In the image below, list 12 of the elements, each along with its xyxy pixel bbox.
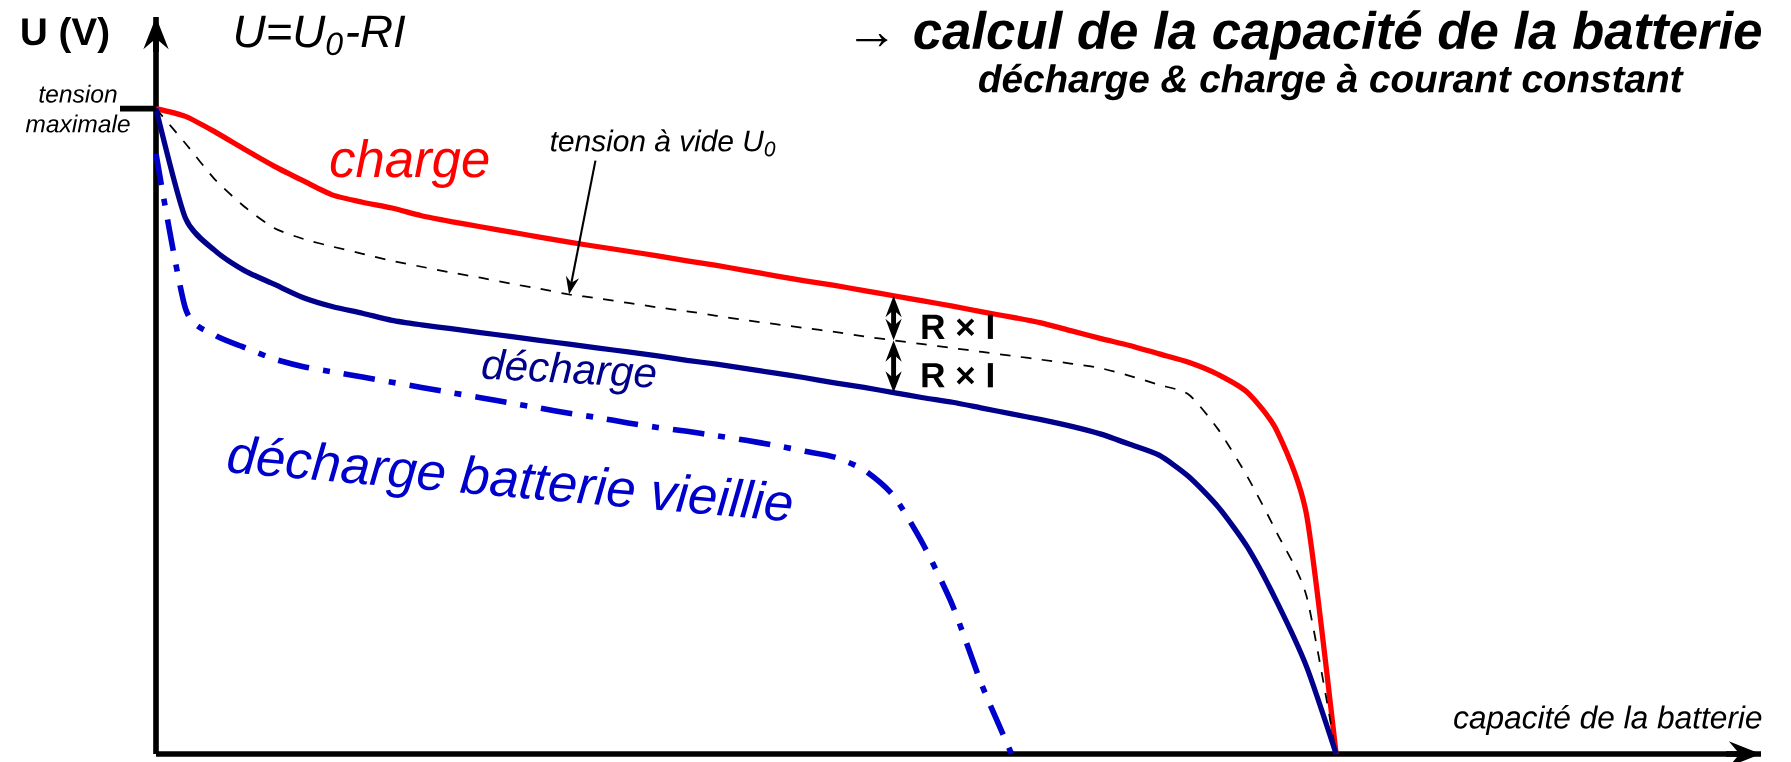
text: tension maximale — [25, 84, 130, 133]
chart-title: → calcul de la capacité de la batterie — [856, 10, 1762, 60]
annotation: R × I — [922, 314, 993, 339]
y-axis-title: U (V) — [22, 16, 109, 53]
x-axis-title: capacité de la batterie — [1454, 705, 1762, 735]
text: tension à vide U$_{0}$ — [551, 129, 776, 157]
series-label: décharge — [482, 349, 656, 395]
annotation: R × I — [922, 363, 993, 388]
series-label: décharge batterie vieillie — [228, 436, 792, 521]
text: U=U$_{0}$-RI — [236, 15, 406, 56]
series-label: charge — [330, 138, 489, 189]
chart-subtitle: décharge & charge à courant constant — [979, 63, 1684, 101]
